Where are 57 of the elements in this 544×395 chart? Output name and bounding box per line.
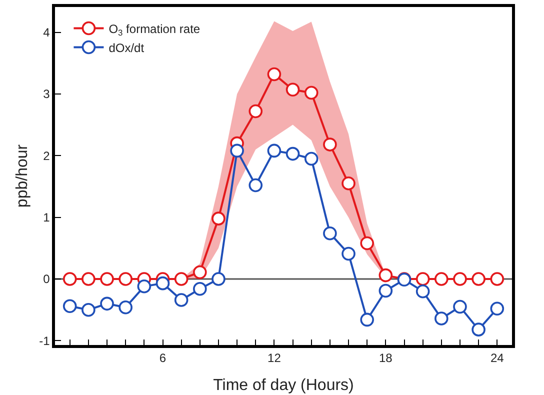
x-tick-label: 24: [490, 351, 504, 366]
point: [286, 82, 300, 97]
y-tick-label: 4: [43, 25, 50, 40]
point: [230, 144, 244, 158]
y-tick-label: 2: [43, 148, 50, 163]
point: [82, 302, 96, 317]
point: [212, 212, 226, 226]
point: [378, 268, 393, 282]
point: [286, 146, 300, 161]
point: [82, 272, 96, 286]
point: [156, 276, 170, 290]
point: [472, 272, 486, 286]
point: [416, 284, 430, 298]
x-tick-label: 18: [378, 351, 393, 366]
y-tick-label: -1: [39, 334, 50, 348]
x-tick-label: 12: [268, 351, 282, 366]
point: [248, 104, 263, 118]
point: [212, 272, 226, 286]
y-tick-label: 0: [43, 272, 50, 286]
point: [342, 176, 356, 190]
point: [100, 296, 114, 311]
point: [434, 312, 448, 326]
point: [62, 299, 77, 314]
point: [360, 236, 374, 250]
point: [490, 272, 504, 286]
point: [453, 300, 467, 314]
point: [193, 282, 207, 296]
point: [118, 300, 132, 314]
point: [378, 284, 393, 298]
point: [342, 246, 356, 261]
point: [323, 226, 337, 240]
point: [62, 272, 77, 286]
point: [304, 86, 318, 100]
point: [490, 302, 504, 316]
point: [267, 144, 282, 158]
point: [323, 138, 337, 152]
point: [304, 152, 318, 166]
point: [137, 280, 152, 294]
y-axis-title: ppb/hour: [14, 144, 32, 208]
x-axis-title: Time of day (Hours): [213, 376, 354, 394]
point: [193, 265, 207, 280]
point: [174, 272, 188, 286]
y-tick-label: 1: [43, 210, 50, 225]
point: [174, 293, 188, 307]
point: [248, 178, 263, 192]
legend-label: O$_{3}$ formation rate: [108, 22, 200, 38]
point: [118, 272, 132, 286]
point: [453, 272, 467, 286]
point: [434, 272, 448, 286]
legend-label: dOx/dt: [108, 40, 145, 55]
point: [267, 67, 282, 82]
x-tick-label: 6: [159, 351, 166, 366]
point: [416, 272, 430, 286]
point: [100, 272, 114, 286]
point: [472, 322, 486, 336]
y-tick-label: 3: [43, 87, 50, 102]
point: [360, 312, 374, 327]
